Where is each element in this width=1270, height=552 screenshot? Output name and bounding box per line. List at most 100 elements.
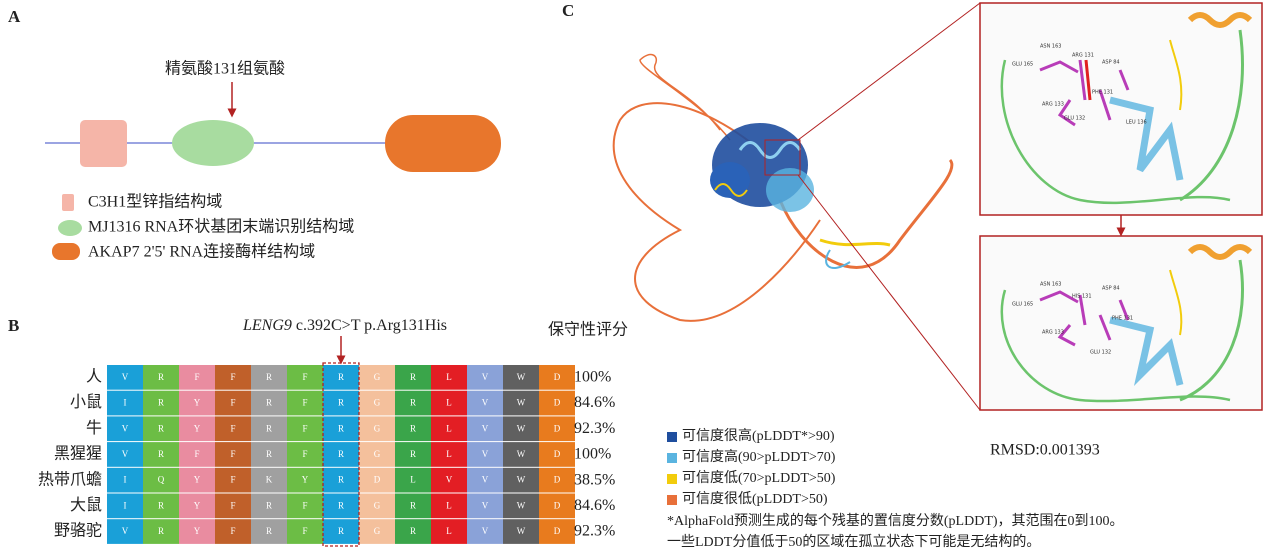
residue: R	[410, 500, 416, 510]
residue: I	[124, 398, 127, 408]
residue-cell	[467, 493, 503, 519]
residue: I	[124, 500, 127, 510]
legend-swatch	[667, 453, 677, 463]
residue: R	[158, 526, 164, 536]
residue: V	[122, 449, 129, 459]
legend-label: C3H1型锌指结构域	[88, 193, 222, 211]
residue: F	[230, 372, 235, 382]
residue: R	[410, 449, 416, 459]
residue-cell	[539, 416, 575, 442]
residue-cell	[539, 519, 575, 544]
residue-cell	[323, 416, 359, 442]
residue-cell	[143, 467, 179, 493]
akap7-domain	[385, 115, 501, 172]
residue-label: ARG 133	[1042, 102, 1064, 108]
residue: D	[554, 500, 561, 510]
residue-cell	[467, 365, 503, 390]
residue-cell	[143, 519, 179, 544]
residue: R	[338, 372, 344, 382]
residue: V	[122, 423, 129, 433]
residue: R	[158, 372, 164, 382]
residue: I	[124, 475, 127, 485]
residue: F	[302, 398, 307, 408]
residue: R	[338, 449, 344, 459]
residue-cell	[395, 519, 431, 544]
residue-cell	[179, 493, 215, 519]
residue-cell	[251, 365, 287, 390]
species: 热带爪蟾	[38, 470, 102, 488]
residue: R	[158, 449, 164, 459]
legend-label: MJ1316 RNA环状基团末端识别结构域	[88, 218, 354, 236]
residue-cell	[395, 390, 431, 416]
residue: D	[554, 398, 561, 408]
residue: F	[302, 449, 307, 459]
legend-swatch	[667, 495, 677, 505]
residue-cell	[215, 442, 251, 467]
panel-label: B	[8, 316, 19, 335]
score: 84.6%	[574, 497, 615, 514]
residue-cell	[359, 365, 395, 390]
residue: Y	[302, 475, 309, 485]
zoom-bottom	[979, 235, 1263, 411]
residue-cell	[359, 442, 395, 467]
residue-cell	[251, 442, 287, 467]
residue: R	[410, 526, 416, 536]
residue-label: LEU 136	[1126, 120, 1147, 126]
score: 38.5%	[574, 471, 615, 488]
residue-cell	[107, 390, 143, 416]
residue-label: ASP 84	[1102, 286, 1120, 292]
residue-cell	[215, 390, 251, 416]
residue-cell	[251, 416, 287, 442]
residue: V	[482, 500, 489, 510]
residue: G	[374, 398, 381, 408]
residue: R	[410, 372, 416, 382]
residue: V	[482, 526, 489, 536]
residue: F	[230, 526, 235, 536]
footnote: 一些LDDT分值低于50的区域在孤立状态下可能是无结构的。	[667, 534, 1040, 550]
residue: W	[517, 500, 526, 510]
residue-label: HIS 131	[1072, 294, 1092, 300]
residue-label: ARG 131	[1072, 53, 1094, 59]
residue: F	[194, 372, 199, 382]
residue-cell	[431, 390, 467, 416]
residue-cell	[287, 365, 323, 390]
residue-cell	[323, 390, 359, 416]
residue-cell	[287, 519, 323, 544]
residue-cell	[539, 365, 575, 390]
species: 野骆驼	[54, 522, 102, 540]
residue: R	[266, 500, 272, 510]
residue: D	[554, 423, 561, 433]
residue: L	[446, 500, 452, 510]
residue-cell	[251, 390, 287, 416]
residue-cell	[143, 493, 179, 519]
residue-cell	[251, 519, 287, 544]
residue: D	[554, 372, 561, 382]
residue-cell	[467, 416, 503, 442]
mutation-title: LENG9 c.392C>T p.Arg131His	[242, 317, 447, 334]
zinc-finger-domain	[80, 120, 127, 167]
residue-cell	[107, 519, 143, 544]
residue: R	[338, 500, 344, 510]
residue: F	[194, 449, 199, 459]
residue-cell	[395, 493, 431, 519]
gene-name: LENG9	[242, 317, 292, 334]
residue-cell	[431, 467, 467, 493]
species: 牛	[86, 419, 102, 437]
panel-label: C	[562, 1, 574, 20]
residue-cell	[503, 390, 539, 416]
residue-cell	[323, 519, 359, 544]
residue: D	[554, 475, 561, 485]
residue: F	[230, 398, 235, 408]
residue-label: GLU 165	[1012, 62, 1033, 68]
residue: L	[446, 449, 452, 459]
residue-label: ARG 133	[1042, 330, 1064, 336]
residue: V	[482, 398, 489, 408]
residue-cell	[287, 416, 323, 442]
residue: V	[482, 372, 489, 382]
legend-label: 可信度低(70>pLDDT>50)	[682, 470, 836, 486]
residue-cell	[359, 493, 395, 519]
panel-label: A	[8, 7, 21, 26]
residue: W	[517, 398, 526, 408]
residue-cell	[503, 416, 539, 442]
residue-cell	[539, 390, 575, 416]
